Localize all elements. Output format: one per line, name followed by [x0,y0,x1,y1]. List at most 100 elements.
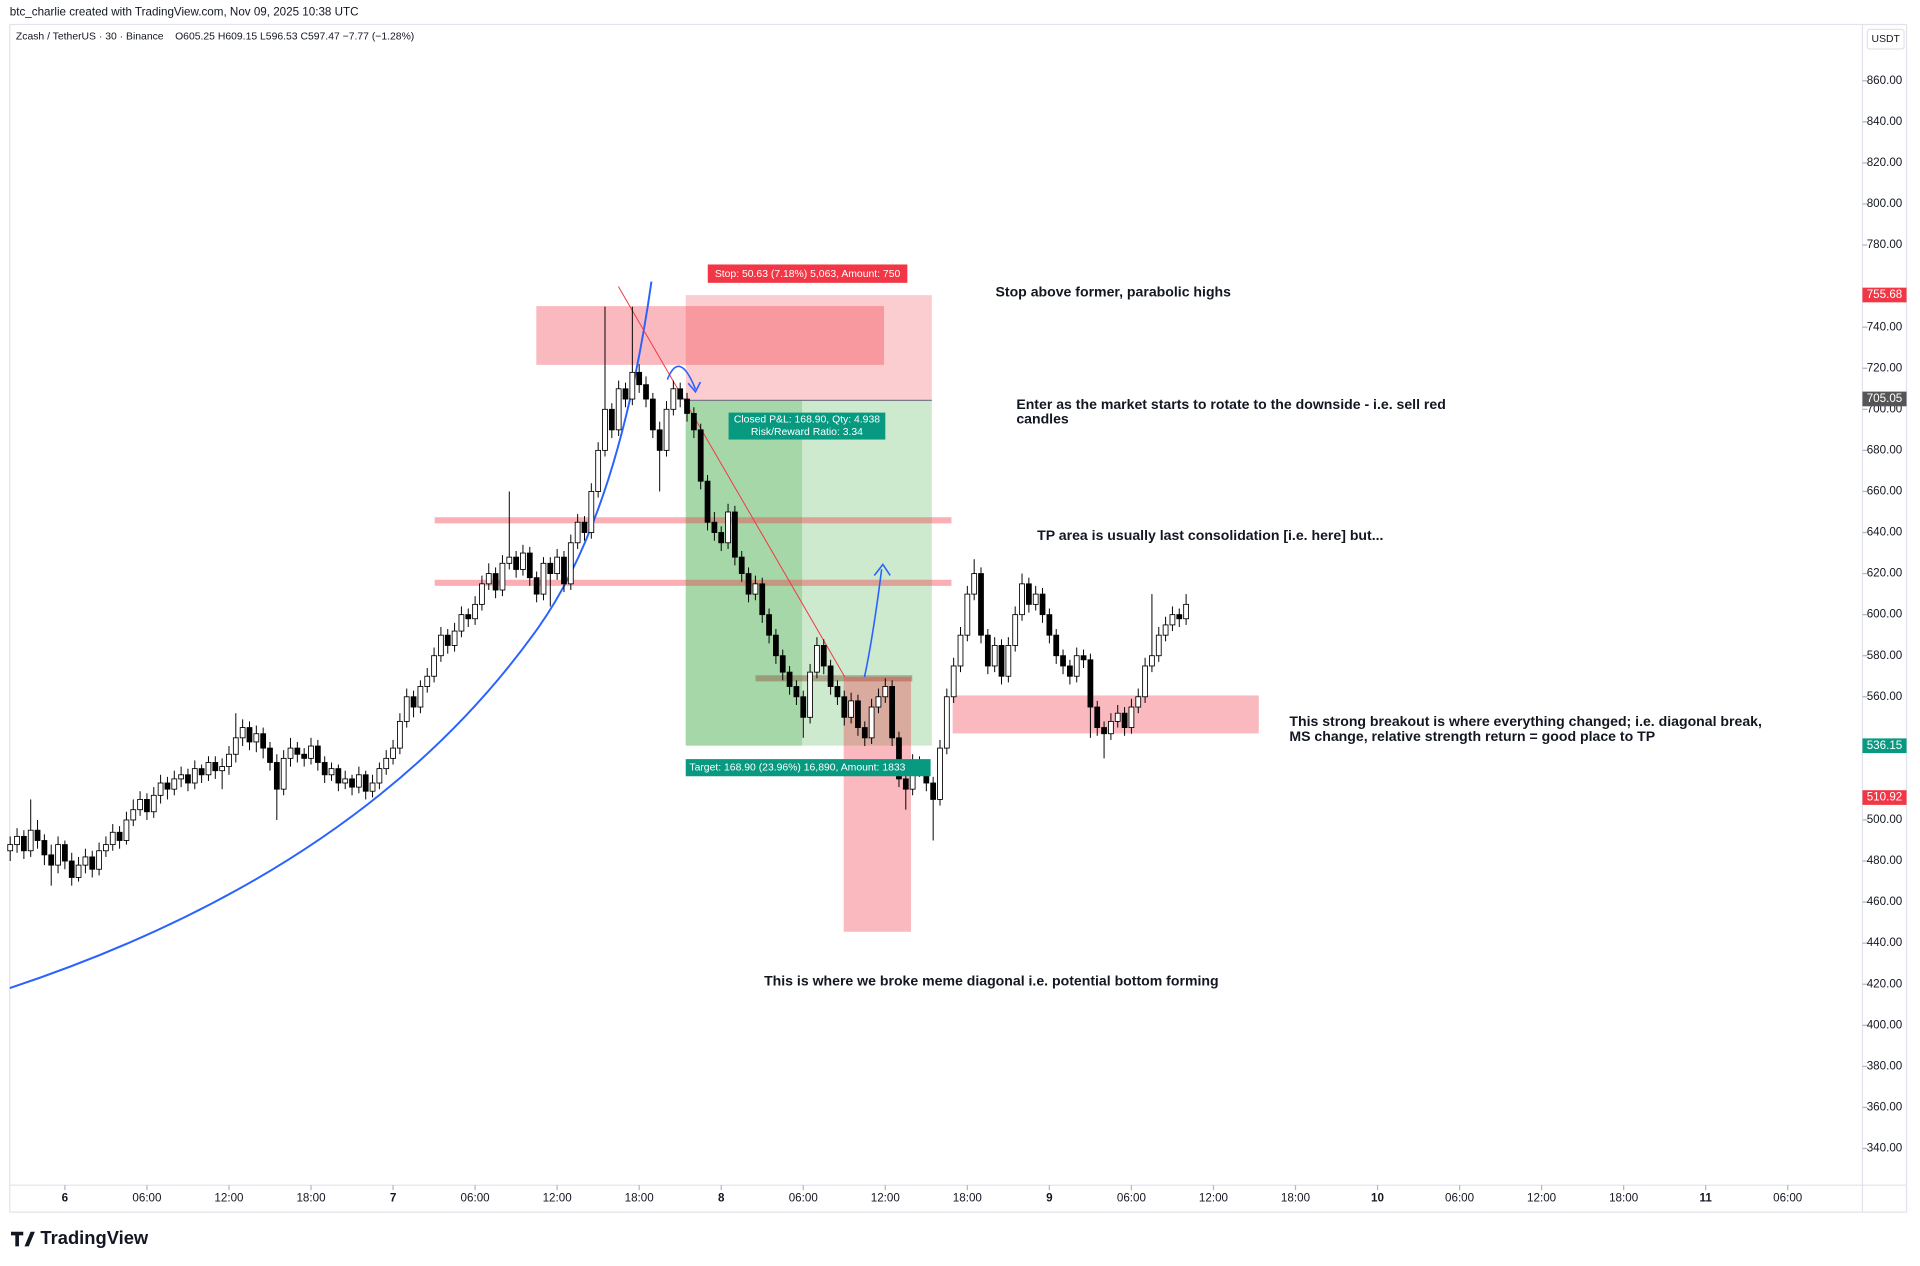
ohlc: O605.25 H609.15 L596.53 C597.47 −7.77 (−… [175,31,414,42]
candle-body [971,573,978,595]
candle-body [793,686,800,698]
candle-body [253,733,260,743]
x-tick-label: 06:00 [1117,1192,1147,1205]
y-tick-label: 400.00 [1867,1018,1903,1031]
x-tick-label: 18:00 [296,1192,326,1205]
price-badge [1862,790,1907,805]
candle-body [595,449,602,492]
candle-body [75,864,82,878]
candle-body [547,562,554,575]
parabola [9,281,653,989]
candle-body [684,398,690,414]
candle-body [1128,706,1135,728]
candle-body [390,747,396,759]
price-badge [1862,287,1907,303]
stop-label: Stop: 50.63 (7.18%) 5,063, Amount: 750 [715,269,901,280]
arrow [863,563,891,678]
x-tick-label: 06:00 [132,1192,162,1205]
candle-body [711,521,718,533]
candle-body [1176,614,1183,620]
candle-body [574,521,581,544]
candle-body [20,835,27,852]
x-tick-label: 18:00 [625,1192,655,1205]
price-badge-label: 705.05 [1867,392,1903,405]
y-tick-label: 360.00 [1867,1100,1903,1113]
brand[interactable]: TradingView [11,1227,149,1248]
currency-box[interactable] [1866,28,1905,50]
candle-body [855,700,861,728]
brand-logo [11,1231,35,1247]
candle-body [834,686,841,698]
candle-body [1080,655,1087,661]
candle-body [130,809,137,821]
candle-body [1025,583,1032,605]
candle-body [896,737,902,780]
candle-body [137,799,143,811]
candle-body [499,562,506,591]
candle-body [554,556,561,575]
candle-body [1060,655,1066,667]
y-tick-label: 440.00 [1867,936,1903,949]
x-tick-label: 12:00 [1527,1192,1557,1205]
symbol: Zcash / TetherUS · 30 · Binance [16,31,164,42]
candle-body [458,614,465,632]
candle-body [690,412,697,431]
candle-body [376,768,383,784]
candle-body [841,696,848,718]
candle-body [1114,712,1121,722]
price-badge [1862,391,1907,407]
pnl-label: Closed P&L: 168.90, Qty: 4.938 [734,415,880,426]
annotation: Stop above former, parabolic highs [996,283,1232,299]
candle-body [191,768,198,784]
candle-body [48,854,55,866]
candle-body [355,774,362,788]
y-tick-label: 720.00 [1867,361,1903,374]
candle-body [116,831,123,841]
candle-body [212,762,219,772]
candle-body [889,686,896,739]
zone [952,695,1259,734]
candle-body [109,831,116,846]
candle-body [704,480,711,523]
candle-body [1142,665,1148,698]
arrow [666,365,702,394]
x-tick-label: 11 [1700,1192,1713,1205]
candle-body [868,706,875,739]
candle-body [103,844,109,852]
candle-body [328,768,335,776]
candle-body [403,696,410,722]
candle-body [581,521,588,533]
candle-body [349,778,355,788]
y-tick-label: 820.00 [1867,156,1903,169]
y-tick-label: 620.00 [1867,567,1903,580]
ratio-label: Risk/Reward Ratio: 3.34 [751,427,863,438]
x-tick-label: 18:00 [1609,1192,1639,1205]
candle-body [773,634,779,657]
candle-body [397,720,403,749]
x-tick-label: 06:00 [1773,1192,1803,1205]
candle-body [198,768,205,776]
candle-body [848,700,854,718]
candle-body [643,384,649,400]
candle-body [1053,634,1060,657]
candle-body [232,737,239,755]
candle-body [561,556,567,585]
candle-body [800,696,807,718]
annotation: MS change, relative strength return = go… [1289,728,1655,744]
candle-body [444,634,451,646]
candle-body [506,556,513,564]
y-tick-label: 420.00 [1867,977,1903,990]
header: btc_charlie created with TradingView.com… [10,5,359,18]
x-tick-label: 12:00 [543,1192,573,1205]
candle-body [1005,645,1012,677]
candle-body [697,429,704,482]
candle-body [814,645,820,673]
target-label-box [685,759,931,777]
pnl-box [728,412,886,440]
candle-body [96,850,102,870]
candle-body [1039,593,1046,616]
candle-body [930,782,937,800]
candle-body [1121,712,1128,728]
